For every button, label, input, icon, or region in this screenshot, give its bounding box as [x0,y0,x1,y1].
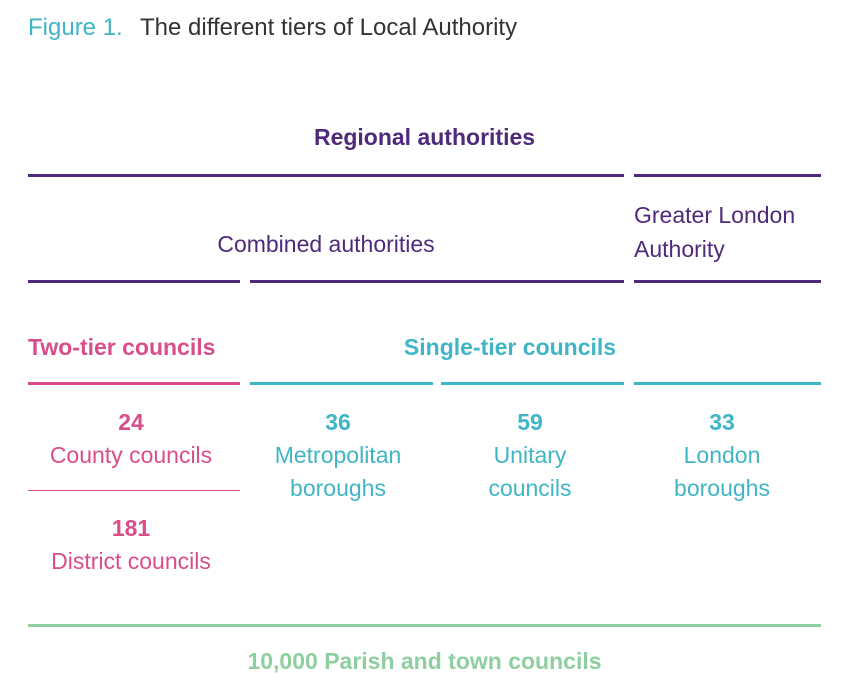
single-tier-divider-3 [634,382,821,385]
county-councils-label: County councils [28,439,234,472]
metropolitan-boroughs-label: Metropolitan boroughs [250,439,426,505]
metropolitan-boroughs-cell: 36 Metropolitan boroughs [250,406,426,505]
district-councils-cell: 181 District councils [28,512,234,578]
london-boroughs-cell: 33 London boroughs [652,406,792,505]
london-boroughs-label: London boroughs [652,439,792,505]
district-councils-label: District councils [28,545,234,578]
regional-authorities-label: Regional authorities [28,124,821,151]
single-tier-councils-label: Single-tier councils [250,334,770,361]
two-tier-divider [28,382,240,385]
figure-title: The different tiers of Local Authority [140,14,517,42]
greater-london-authority-label: Greater London Authority [634,198,824,266]
metropolitan-boroughs-count: 36 [250,406,426,439]
unitary-councils-label: Unitary councils [460,439,600,505]
combined-divider-2 [250,280,624,283]
district-councils-count: 181 [28,512,234,545]
county-councils-count: 24 [28,406,234,439]
two-tier-councils-label: Two-tier councils [28,334,215,361]
regional-divider-right [634,174,821,177]
county-district-divider [28,490,240,491]
combined-divider-1 [28,280,240,283]
county-councils-cell: 24 County councils [28,406,234,472]
single-tier-divider-1 [250,382,433,385]
gla-divider [634,280,821,283]
unitary-councils-count: 59 [460,406,600,439]
combined-authorities-label: Combined authorities [28,231,624,258]
parish-town-councils-label: 10,000 Parish and town councils [28,648,821,675]
unitary-councils-cell: 59 Unitary councils [460,406,600,505]
london-boroughs-count: 33 [652,406,792,439]
single-tier-divider-2 [441,382,624,385]
parish-divider [28,624,821,627]
regional-divider-left [28,174,624,177]
figure-label: Figure 1. [28,14,123,42]
